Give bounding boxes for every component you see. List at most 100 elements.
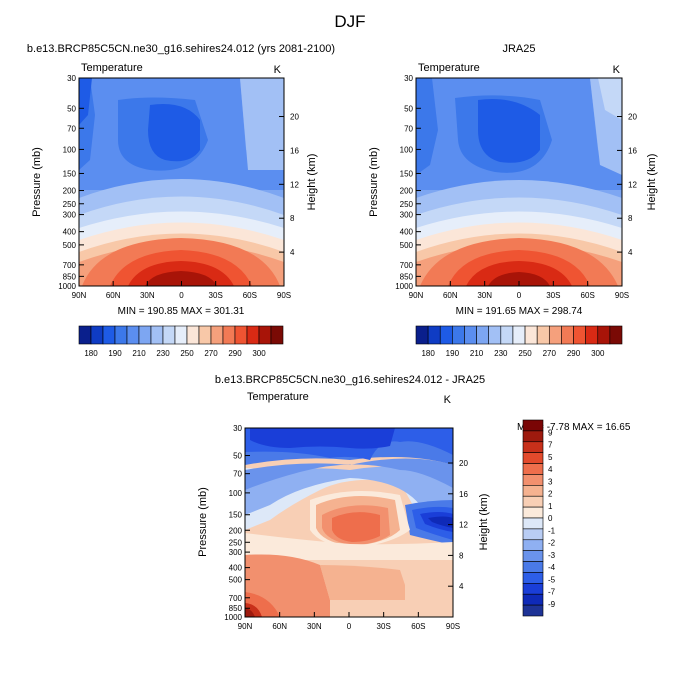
x-tick-label: 30N xyxy=(140,291,155,300)
x-tick-label: 30N xyxy=(477,291,492,300)
y-tick-label: 850 xyxy=(63,272,77,281)
colorbar: 9 7 5 4 3 2 1 0 -1 -2 -3 -4 -5 -7 -9 xyxy=(522,419,556,617)
x-tick-label: 60S xyxy=(581,291,595,300)
y-tick-label: 30 xyxy=(67,74,76,83)
y-tick-label: 70 xyxy=(404,124,413,133)
y2-tick-label: 16 xyxy=(628,146,637,155)
y2-tick-label: 20 xyxy=(290,113,299,122)
x-tick-label: 60N xyxy=(106,291,121,300)
units-label: K xyxy=(613,64,621,76)
y-tick-label: 300 xyxy=(63,211,77,220)
colorbar-swatch xyxy=(452,325,465,345)
y-tick-label: 500 xyxy=(400,241,414,250)
colorbar-label: 290 xyxy=(567,349,581,358)
colorbar-swatch xyxy=(522,452,544,464)
colorbar-swatch xyxy=(512,325,526,345)
colorbar-label: 5 xyxy=(548,453,553,462)
y2-tick-label: 12 xyxy=(290,180,299,189)
contour-band xyxy=(428,516,453,528)
y-axis-label: Pressure (mb) xyxy=(197,487,209,557)
colorbar-label: 300 xyxy=(252,349,266,358)
axes: 90N 60N 30N 0 30S 60S 90S 30 50 70 100 150 200 250 300… xyxy=(395,74,637,300)
figure-title: DJF xyxy=(334,12,365,31)
colorbar-swatch xyxy=(102,325,116,345)
colorbar-label: 230 xyxy=(494,349,508,358)
y2-tick-label: 4 xyxy=(628,248,633,257)
y2-tick-label: 4 xyxy=(459,582,464,591)
colorbar-label: 290 xyxy=(228,349,242,358)
colorbar-swatch xyxy=(522,583,544,595)
panel-title: b.e13.BRCP85C5CN.ne30_g16.sehires24.012 … xyxy=(215,374,485,386)
y-axis-label: Pressure (mb) xyxy=(31,147,43,217)
y-tick-label: 70 xyxy=(233,470,242,479)
y2-axis-label: Height (km) xyxy=(646,154,658,211)
contour-band xyxy=(332,512,380,542)
colorbar-swatch xyxy=(522,604,544,617)
colorbar-swatch xyxy=(90,325,104,345)
colorbar-label: 190 xyxy=(446,349,460,358)
colorbar-label: 9 xyxy=(548,428,553,437)
colorbar-swatch xyxy=(522,561,544,573)
y-tick-label: 500 xyxy=(229,576,243,585)
colorbar-label: 250 xyxy=(518,349,532,358)
colorbar-swatch xyxy=(573,325,586,345)
y-tick-label: 150 xyxy=(63,169,77,178)
colorbar-swatch xyxy=(150,325,164,345)
colorbar-swatch xyxy=(162,325,176,345)
y-tick-label: 850 xyxy=(229,604,243,613)
colorbar-label: 210 xyxy=(470,349,484,358)
y-tick-label: 850 xyxy=(400,272,414,281)
colorbar-swatch xyxy=(500,325,514,345)
colorbar-swatch xyxy=(222,325,236,345)
colorbar-label: 3 xyxy=(548,477,553,486)
colorbar-swatch xyxy=(522,517,544,530)
y-tick-label: 30 xyxy=(233,424,242,433)
contour-band xyxy=(320,565,410,600)
panel-difference: b.e13.BRCP85C5CN.ne30_g16.sehires24.012 … xyxy=(197,374,631,631)
colorbar-swatch xyxy=(210,325,224,345)
colorbar-label: -9 xyxy=(548,600,556,609)
colorbar-swatch xyxy=(198,325,212,345)
panel-reference: JRA25 Temperature K 90N 60N 30N 0 30S 60S 90S 3… xyxy=(368,43,658,358)
x-tick-label: 60S xyxy=(243,291,257,300)
x-tick-label: 90N xyxy=(238,622,253,631)
colorbar: 180 190 210 230 250 270 290 300 xyxy=(415,325,623,358)
y-tick-label: 400 xyxy=(400,228,414,237)
x-tick-label: 60S xyxy=(411,622,425,631)
x-tick-label: 90S xyxy=(277,291,291,300)
y2-tick-label: 8 xyxy=(459,551,464,560)
y-tick-label: 500 xyxy=(63,241,77,250)
x-tick-label: 60N xyxy=(443,291,458,300)
colorbar-swatch xyxy=(126,325,140,345)
y-axis-label: Pressure (mb) xyxy=(368,147,380,217)
axes: 90N 60N 30N 0 30S 60S 90S 30 50 70 100 150 200 250 300… xyxy=(58,74,299,300)
left-label: Temperature xyxy=(418,62,480,74)
contour-band xyxy=(145,271,217,286)
y2-tick-label: 8 xyxy=(290,214,295,223)
y2-tick-label: 20 xyxy=(459,459,468,468)
contour-field xyxy=(79,78,284,286)
colorbar-swatch xyxy=(522,593,544,606)
x-tick-label: 60N xyxy=(272,622,287,631)
y-tick-label: 50 xyxy=(404,104,413,113)
colorbar-label: 4 xyxy=(548,465,553,474)
stats-text: MIN = 190.85 MAX = 301.31 xyxy=(118,306,245,317)
contour-band xyxy=(245,533,453,560)
colorbar-swatch xyxy=(258,325,272,345)
y-tick-label: 250 xyxy=(229,538,243,547)
y-tick-label: 400 xyxy=(63,228,77,237)
y2-tick-label: 16 xyxy=(459,490,468,499)
y2-tick-label: 16 xyxy=(290,146,299,155)
colorbar-swatch xyxy=(522,539,544,551)
contour-band xyxy=(79,78,92,125)
contour-band xyxy=(245,458,453,490)
colorbar-label: -5 xyxy=(548,575,556,584)
y-tick-label: 100 xyxy=(400,145,414,154)
y-tick-label: 300 xyxy=(229,548,243,557)
colorbar-swatch xyxy=(246,325,260,345)
colorbar-label: -4 xyxy=(548,563,556,572)
colorbar-label: -3 xyxy=(548,551,556,560)
y-tick-label: 1000 xyxy=(395,282,413,291)
y2-tick-label: 12 xyxy=(628,180,637,189)
